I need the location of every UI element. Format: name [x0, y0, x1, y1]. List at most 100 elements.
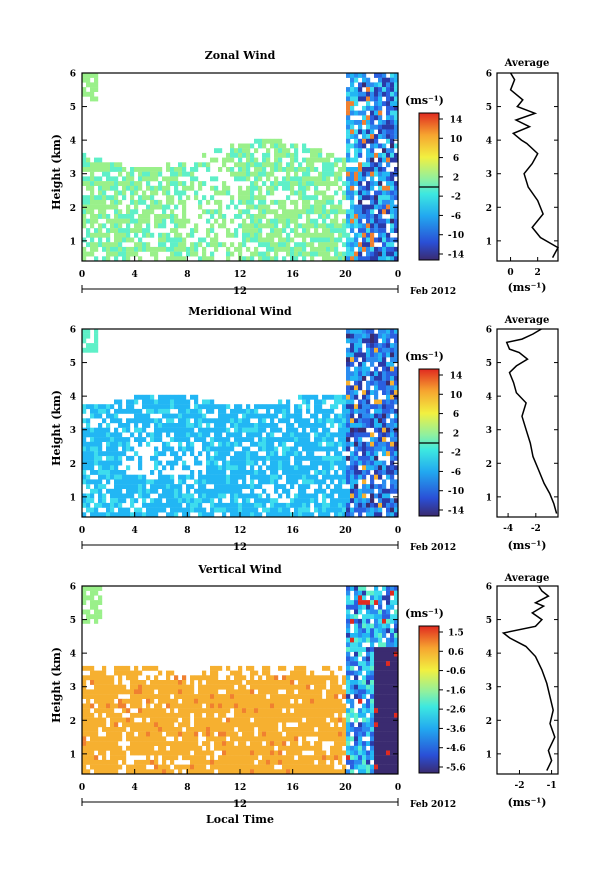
heatmap-cell [286, 237, 291, 243]
heatmap-cell [346, 256, 351, 262]
heatmap-cell [378, 488, 383, 494]
heatmap-cell [270, 167, 275, 172]
heatmap-cell [194, 708, 199, 714]
heatmap-cell [122, 670, 127, 676]
heatmap-cell [362, 614, 367, 620]
heatmap-cell [330, 404, 335, 410]
heatmap-cell [350, 755, 355, 761]
heatmap-cell [346, 698, 351, 704]
heatmap-cell [158, 214, 163, 219]
heatmap-cell [222, 736, 227, 742]
heatmap-cell [390, 209, 395, 215]
heatmap-cell [354, 237, 359, 243]
heatmap-cell [362, 371, 367, 377]
heatmap-cell [358, 256, 363, 262]
heatmap-cell [210, 399, 215, 405]
heatmap-cell [394, 124, 399, 130]
heatmap-cell [282, 242, 287, 248]
heatmap-cell [334, 181, 339, 186]
heatmap-cell [90, 665, 95, 671]
heatmap-cell [382, 586, 387, 591]
heatmap-cell [334, 394, 339, 400]
heatmap-cell [242, 759, 247, 765]
heatmap-cell [342, 399, 347, 405]
heatmap-cell [98, 609, 103, 615]
heatmap-cell [318, 507, 323, 513]
heatmap-cell [334, 708, 339, 714]
heatmap-cell [250, 722, 255, 728]
heatmap-cell [334, 502, 339, 508]
heatmap-cell [310, 246, 315, 252]
heatmap-cell [130, 474, 135, 480]
heatmap-cell [326, 181, 331, 186]
heatmap-cell [222, 680, 227, 685]
heatmap-cell [290, 755, 295, 761]
heatmap-cell [162, 242, 167, 248]
heatmap-cell [134, 408, 139, 414]
heatmap-cell [374, 623, 379, 629]
heatmap-cell [134, 769, 139, 775]
heatmap-cell [214, 460, 219, 466]
heatmap-cell [342, 432, 347, 438]
heatmap-cell [362, 105, 367, 111]
heatmap-cell [174, 680, 179, 685]
heatmap-cell [174, 498, 179, 504]
heatmap-cell [334, 190, 339, 196]
heatmap-cell [262, 689, 267, 695]
heatmap-cell [170, 167, 175, 172]
heatmap-cell [354, 755, 359, 761]
heatmap-cell [314, 148, 319, 154]
heatmap-cell [150, 209, 155, 215]
heatmap-cell [186, 171, 191, 177]
heatmap-cell [334, 455, 339, 461]
heatmap-cell [322, 246, 327, 252]
heatmap-cell [330, 171, 335, 177]
heatmap-cell [170, 684, 175, 690]
heatmap-cell [358, 512, 363, 518]
y-tick-label: 6 [70, 70, 76, 80]
heatmap-cell [158, 479, 163, 485]
heatmap-cell [382, 399, 387, 405]
heatmap-cell [262, 204, 267, 210]
heatmap-cell [238, 157, 243, 163]
heatmap-cell [350, 465, 355, 471]
heatmap-cell [354, 474, 359, 480]
heatmap-cell [250, 437, 255, 442]
heatmap-cell [362, 680, 367, 685]
heatmap-cell [242, 479, 247, 485]
heatmap-cell [198, 727, 203, 732]
heatmap-cell [282, 502, 287, 508]
heatmap-cell [242, 460, 247, 466]
heatmap-cell [230, 441, 235, 447]
heatmap-cell [306, 764, 311, 770]
heatmap-cell [158, 717, 163, 723]
heatmap-cell [94, 246, 99, 252]
heatmap-cell [114, 437, 119, 442]
heatmap-cell [250, 171, 255, 177]
heatmap-cell [338, 769, 343, 775]
heatmap-cell [282, 703, 287, 709]
heatmap-cell [110, 446, 115, 452]
heatmap-cell [226, 446, 231, 452]
heatmap-cell [282, 256, 287, 262]
heatmap-cell [90, 493, 95, 499]
heatmap-cell [186, 745, 191, 751]
heatmap-cell [326, 484, 331, 489]
heatmap-cell [386, 96, 391, 102]
heatmap-cell [94, 488, 99, 494]
heatmap-cell [214, 470, 219, 475]
heatmap-cell [118, 717, 123, 723]
heatmap-cell [194, 703, 199, 709]
heatmap-cell [86, 451, 91, 457]
heatmap-cell [382, 333, 387, 339]
heatmap-cell [82, 769, 87, 775]
heatmap-cell [174, 698, 179, 704]
heatmap-cell [378, 190, 383, 196]
heatmap-cell [130, 498, 135, 504]
heatmap-cell [330, 736, 335, 742]
heatmap-cell [394, 251, 399, 257]
heatmap-cell [270, 736, 275, 742]
heatmap-cell [366, 82, 371, 88]
heatmap-cell [226, 675, 231, 681]
heatmap-cell [118, 712, 123, 718]
